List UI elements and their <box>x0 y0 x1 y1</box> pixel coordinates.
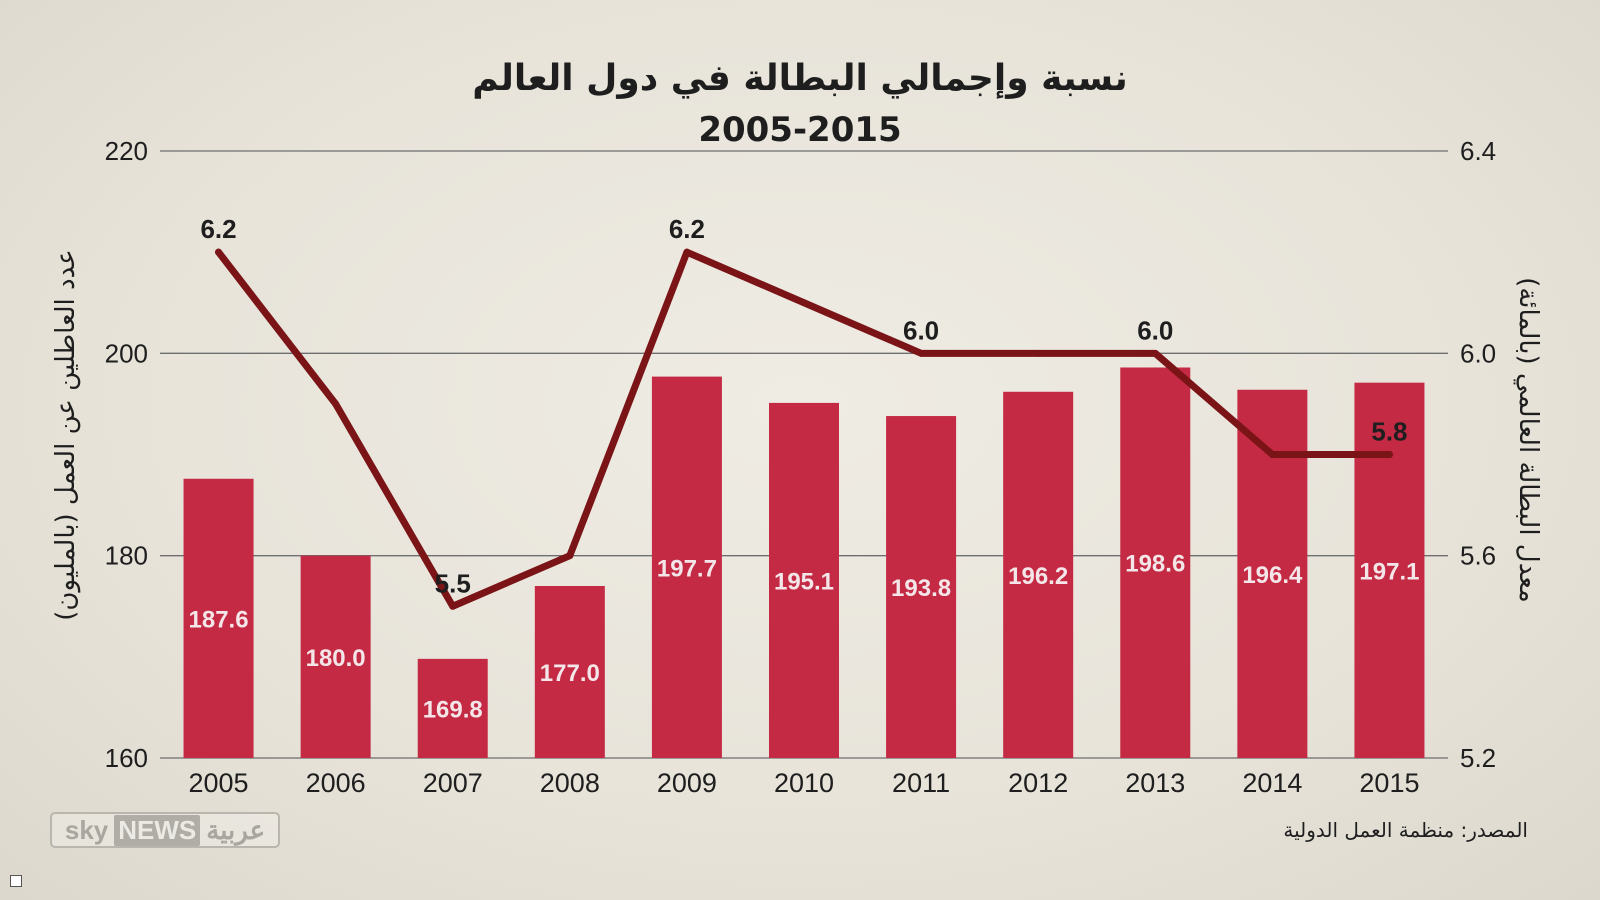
bar-value-label: 195.1 <box>774 568 834 595</box>
bar <box>1354 382 1425 758</box>
logo-arabic-text: عربية <box>206 814 266 845</box>
y-tick-label-left: 200 <box>105 338 148 368</box>
x-tick-label: 2010 <box>774 768 834 798</box>
sky-news-arabia-logo: sky NEWS عربية <box>50 812 280 848</box>
bar-value-label: 196.4 <box>1242 562 1303 589</box>
rate-point <box>566 552 574 560</box>
y-tick-label-left: 180 <box>105 541 148 571</box>
bar-value-label: 169.8 <box>423 696 483 723</box>
rate-value-label: 6.2 <box>669 214 705 244</box>
logo-news-text: NEWS <box>114 814 201 846</box>
rate-point <box>1034 349 1042 357</box>
x-tick-label: 2011 <box>892 768 950 798</box>
rate-point <box>683 248 691 256</box>
x-tick-label: 2007 <box>423 768 483 798</box>
chart-subtitle: 2005-2015 <box>698 110 902 150</box>
rate-point <box>800 299 808 307</box>
x-tick-label: 2014 <box>1242 768 1302 798</box>
x-tick-label: 2008 <box>540 768 600 798</box>
bar-value-label: 177.0 <box>540 660 600 687</box>
bar <box>651 376 722 758</box>
rate-point <box>1151 349 1159 357</box>
y-tick-label-right: 5.6 <box>1460 541 1496 571</box>
rate-point <box>215 248 223 256</box>
bar <box>534 586 605 758</box>
bar <box>1003 391 1074 758</box>
rate-point <box>1385 451 1393 458</box>
bar-value-label: 196.2 <box>1008 563 1068 590</box>
bar <box>300 555 371 758</box>
bar <box>886 416 957 758</box>
rate-point <box>332 400 340 408</box>
x-tick-label: 2009 <box>657 768 717 798</box>
logo-sky-text: sky <box>64 814 109 845</box>
bar-value-label: 180.0 <box>306 645 366 672</box>
line-series: 6.2 5.5 6.2 6.0 6.0 5.8 <box>200 214 1408 610</box>
x-tick-label: 2006 <box>306 768 366 798</box>
y-tick-label-left: 160 <box>105 743 148 773</box>
y-tick-label-right: 6.4 <box>1460 136 1496 166</box>
bar-value-label: 197.7 <box>657 555 717 582</box>
y-tick-label-right: 5.2 <box>1460 743 1496 773</box>
x-tick-label: 2012 <box>1008 768 1068 798</box>
rate-value-label: 5.5 <box>435 568 471 598</box>
rate-point <box>1268 451 1276 458</box>
rate-value-label: 6.2 <box>200 214 236 244</box>
rate-point <box>917 349 925 357</box>
rate-value-label: 6.0 <box>1137 315 1173 345</box>
bar-value-label: 197.1 <box>1359 558 1419 585</box>
bar-value-label: 198.6 <box>1125 551 1185 578</box>
y-tick-label-right: 6.0 <box>1460 338 1496 368</box>
x-tick-label: 2013 <box>1125 768 1185 798</box>
x-tick-label: 2015 <box>1359 768 1419 798</box>
bar-series: 187.6 180.0 169.8 177.0 197.7 195.1 193.8 196.2… <box>183 367 1425 758</box>
source-note: المصدر: منظمة العمل الدولية <box>1283 818 1528 842</box>
bar <box>183 478 254 758</box>
bar <box>417 658 488 758</box>
bar <box>1120 367 1191 758</box>
corner-marker <box>10 875 22 887</box>
axes: 160 5.2 180 5.6 200 6.0 220 6.4 2005 2006 2007 2008… <box>105 136 1497 798</box>
bar-value-label: 193.8 <box>891 575 951 602</box>
rate-value-label: 6.0 <box>903 315 939 345</box>
bar <box>769 402 839 758</box>
y-tick-label-left: 220 <box>105 136 148 166</box>
x-tick-label: 2005 <box>189 768 249 798</box>
rate-point <box>449 602 457 610</box>
bar-value-label: 187.6 <box>189 606 249 633</box>
rate-value-label: 5.8 <box>1371 417 1407 447</box>
chart-title: نسبة وإجمالي البطالة في دول العالم <box>472 58 1128 99</box>
